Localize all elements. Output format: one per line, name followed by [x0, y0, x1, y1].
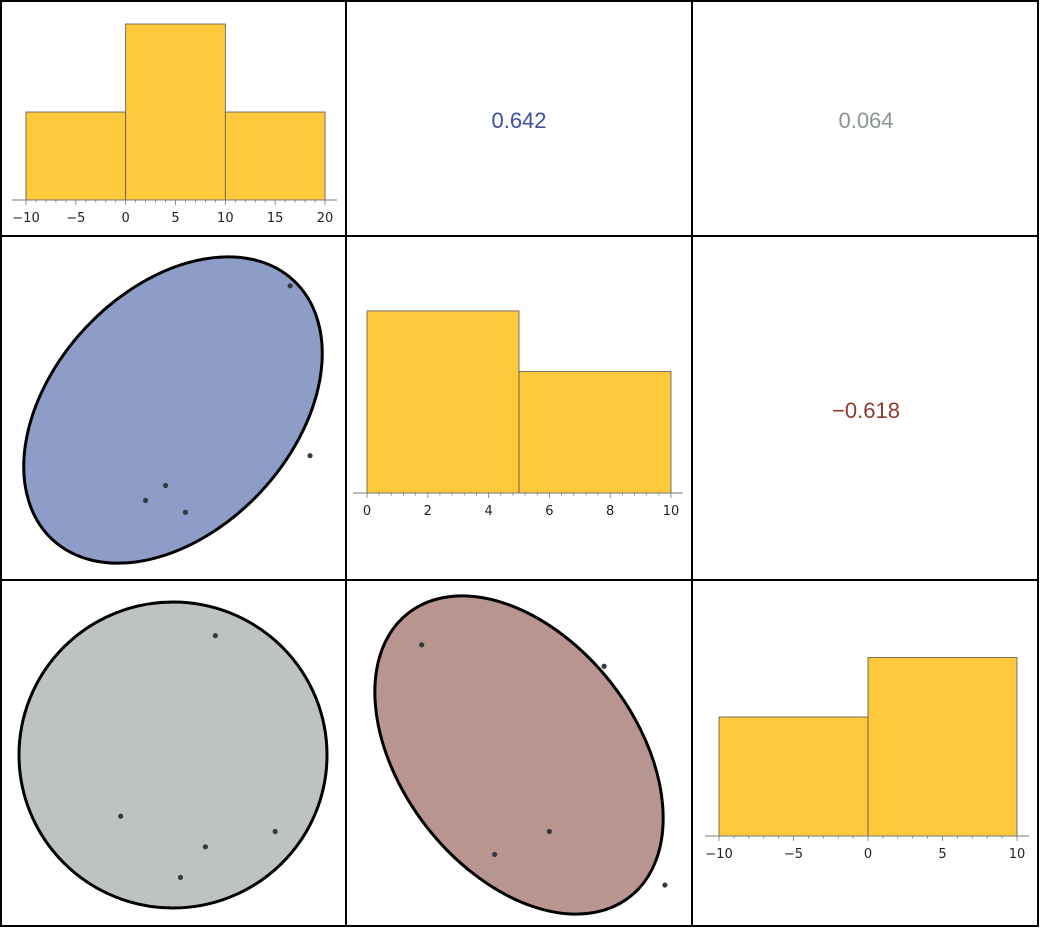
scatter-point: [492, 852, 497, 857]
scatter-point: [118, 814, 123, 819]
tick-label: −5: [66, 211, 85, 226]
tick-label: −5: [784, 847, 803, 862]
tick-label: 10: [217, 211, 234, 226]
scatter-point: [662, 882, 667, 887]
histogram-bar: [126, 24, 226, 200]
scatter-point: [163, 483, 168, 488]
tick-label: 8: [606, 504, 614, 519]
tick-label: 6: [545, 504, 553, 519]
histogram-variable-1: −10 −5 0 5 10 15 20: [12, 24, 337, 226]
scatter-point: [183, 510, 188, 515]
tick-label: 5: [938, 847, 946, 862]
correlation-1-3: 0.064: [838, 108, 893, 133]
scatter-point: [143, 498, 148, 503]
correlation-1-2: 0.642: [491, 108, 546, 133]
histogram-bar: [519, 372, 671, 493]
tick-label: 10: [663, 504, 680, 519]
tick-label: 20: [317, 211, 334, 226]
scatter-point: [547, 829, 552, 834]
tick-label: −10: [12, 211, 39, 226]
scatter-matrix-chart: −10 −5 0 5 10 15 20 0 2 4 6 8 10 −10 −5 0 5 10 0.642 0.…: [0, 0, 1040, 928]
scatter-point: [307, 453, 312, 458]
scatter-point: [273, 829, 278, 834]
confidence-ellipse: [0, 199, 381, 622]
scatter-panel-2-3: [316, 541, 722, 928]
confidence-ellipse: [19, 602, 327, 908]
tick-label: 4: [484, 504, 492, 519]
scatter-point: [419, 642, 424, 647]
scatter-panel-1-2: [0, 199, 381, 622]
scatter-panel-1-3: [19, 602, 327, 908]
tick-label: 2: [424, 504, 432, 519]
tick-label: 0: [363, 504, 371, 519]
histogram-bar: [225, 112, 325, 200]
histogram-bar: [367, 311, 519, 493]
scatter-point: [178, 875, 183, 880]
scatter-point: [213, 633, 218, 638]
tick-label: 15: [267, 211, 284, 226]
scatter-point: [602, 664, 607, 669]
tick-label: −10: [705, 847, 732, 862]
histogram-variable-2: 0 2 4 6 8 10: [353, 311, 683, 519]
histogram-bar: [719, 717, 868, 836]
histogram-bar: [26, 112, 126, 200]
scatter-point: [203, 844, 208, 849]
histogram-variable-3: −10 −5 0 5 10: [705, 658, 1029, 863]
tick-label: 0: [122, 211, 130, 226]
histogram-bar: [868, 658, 1017, 837]
confidence-ellipse: [316, 541, 722, 928]
correlation-2-3: −0.618: [832, 398, 900, 423]
tick-label: 0: [864, 847, 872, 862]
scatter-point: [288, 283, 293, 288]
tick-label: 10: [1009, 847, 1026, 862]
tick-label: 5: [171, 211, 179, 226]
